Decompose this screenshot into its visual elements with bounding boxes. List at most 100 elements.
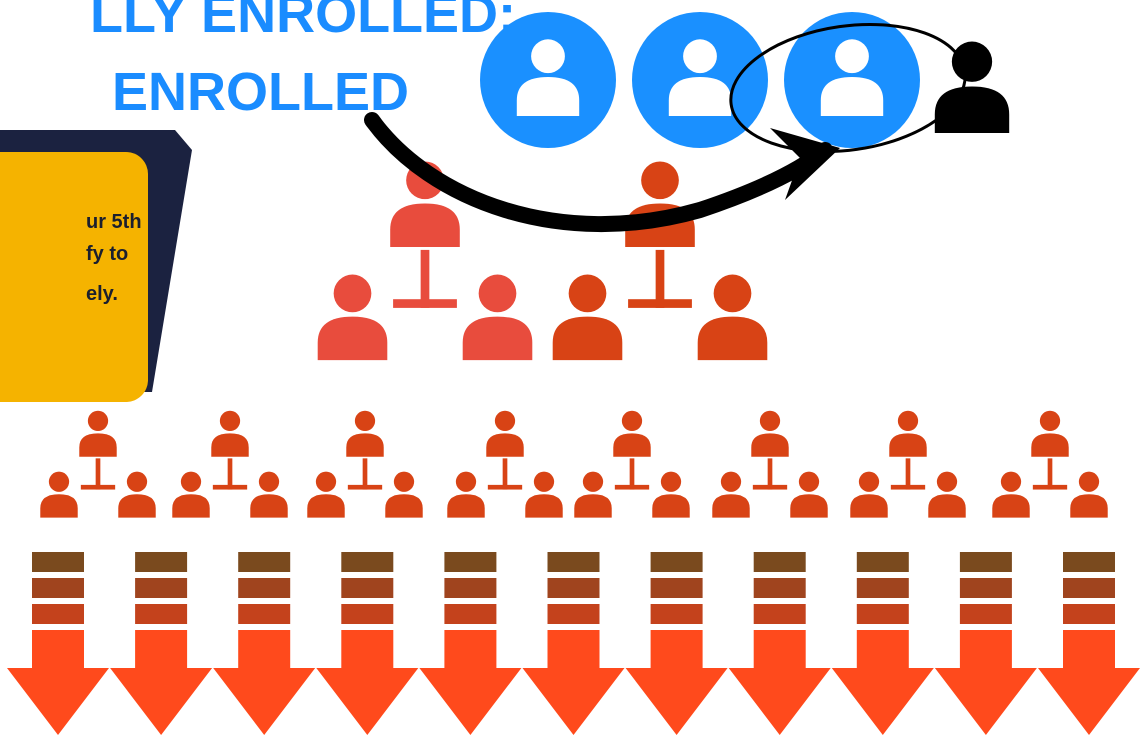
tree-child-body — [850, 494, 887, 517]
tree-child-body — [307, 494, 344, 517]
arrow-stripe — [238, 604, 290, 624]
tree-child-head — [859, 472, 879, 492]
arrow-stripe — [341, 604, 393, 624]
arrow-stripe — [548, 578, 600, 598]
tree-bar — [488, 485, 522, 490]
tree-child-body — [172, 494, 209, 517]
tree-child-head — [1001, 472, 1021, 492]
arrow-stripe — [651, 552, 703, 572]
down-arrow — [1038, 630, 1140, 735]
tree-child-body — [385, 494, 422, 517]
tree-parent-body — [390, 204, 460, 248]
arrow-stripe — [1063, 578, 1115, 598]
tree-child-body — [40, 494, 77, 517]
tree-parent-body — [889, 433, 926, 456]
member-icon-head — [683, 39, 717, 73]
arrow-stripe — [1063, 552, 1115, 572]
tree-child-head — [456, 472, 476, 492]
tree-child-head — [714, 275, 752, 313]
tree-child-head — [49, 472, 69, 492]
tree-child-body — [553, 317, 623, 361]
new-member-head — [952, 42, 992, 82]
tree-bar — [393, 299, 457, 308]
note-box — [0, 152, 148, 402]
tree-stem — [421, 250, 430, 308]
tree-parent-head — [355, 411, 375, 431]
tree-stem — [656, 250, 665, 308]
arrow-stripe — [238, 578, 290, 598]
tree-bar — [753, 485, 787, 490]
tree-child-body — [447, 494, 484, 517]
tree-bar — [891, 485, 925, 490]
arrow-stripe — [960, 604, 1012, 624]
arrow-stripe — [135, 604, 187, 624]
down-arrow — [419, 630, 521, 735]
tree-parent-head — [760, 411, 780, 431]
member-icon-head — [835, 39, 869, 73]
arrow-stripe — [651, 604, 703, 624]
down-arrow — [832, 630, 934, 735]
note-line: ely. — [86, 283, 118, 305]
tree-child-body — [698, 317, 768, 361]
tree-child-body — [574, 494, 611, 517]
tree-child-body — [1070, 494, 1107, 517]
tree-child-head — [334, 275, 372, 313]
arrow-stripe — [341, 578, 393, 598]
arrow-stripe — [857, 552, 909, 572]
down-arrow — [213, 630, 315, 735]
tree-child-head — [569, 275, 607, 313]
tree-child-body — [525, 494, 562, 517]
tree-child-head — [181, 472, 201, 492]
title-line-2: ENROLLED — [112, 62, 409, 122]
member-icon-head — [531, 39, 565, 73]
arrow-stripe — [1063, 604, 1115, 624]
tree-child-body — [318, 317, 388, 361]
tree-parent-head — [622, 411, 642, 431]
tree-child-body — [463, 317, 533, 361]
tree-child-body — [118, 494, 155, 517]
tree-child-body — [652, 494, 689, 517]
title-line-1: LLY ENROLLED; — [90, 0, 516, 44]
tree-parent-head — [1040, 411, 1060, 431]
arrow-stripe — [857, 578, 909, 598]
tree-parent-body — [613, 433, 650, 456]
arrow-stripe — [548, 604, 600, 624]
arrow-stripe — [32, 552, 84, 572]
tree-parent-body — [751, 433, 788, 456]
tree-parent-head — [220, 411, 240, 431]
arrow-stripe — [754, 604, 806, 624]
arrow-stripe — [960, 578, 1012, 598]
member-icon-body — [821, 77, 883, 116]
tree-bar — [615, 485, 649, 490]
tree-bar — [81, 485, 115, 490]
tree-child-head — [1079, 472, 1099, 492]
tree-bar — [348, 485, 382, 490]
down-arrow — [935, 630, 1037, 735]
tree-bar — [1033, 485, 1067, 490]
tree-child-head — [937, 472, 957, 492]
arrow-stripe — [32, 604, 84, 624]
page: LLY ENROLLED; ENROLLED ur 5th fy to ely.… — [0, 0, 1141, 738]
tree-child-head — [316, 472, 336, 492]
tree-child-head — [394, 472, 414, 492]
member-icon-body — [669, 77, 731, 116]
arrow-stripe — [444, 578, 496, 598]
tree-child-body — [712, 494, 749, 517]
arrow-stripe — [444, 552, 496, 572]
tree-parent-head — [495, 411, 515, 431]
tree-child-head — [534, 472, 554, 492]
tree-parent-head — [641, 161, 679, 199]
arrow-stripe — [548, 552, 600, 572]
tree-child-head — [661, 472, 681, 492]
tree-bar — [628, 299, 692, 308]
tree-parent-body — [1031, 433, 1068, 456]
arrow-stripe — [32, 578, 84, 598]
tree-child-head — [583, 472, 603, 492]
down-arrow — [626, 630, 728, 735]
new-member-body — [935, 87, 1009, 134]
tree-child-body — [992, 494, 1029, 517]
arrow-stripe — [754, 552, 806, 572]
tree-parent-body — [79, 433, 116, 456]
tree-child-head — [259, 472, 279, 492]
down-arrow — [316, 630, 418, 735]
